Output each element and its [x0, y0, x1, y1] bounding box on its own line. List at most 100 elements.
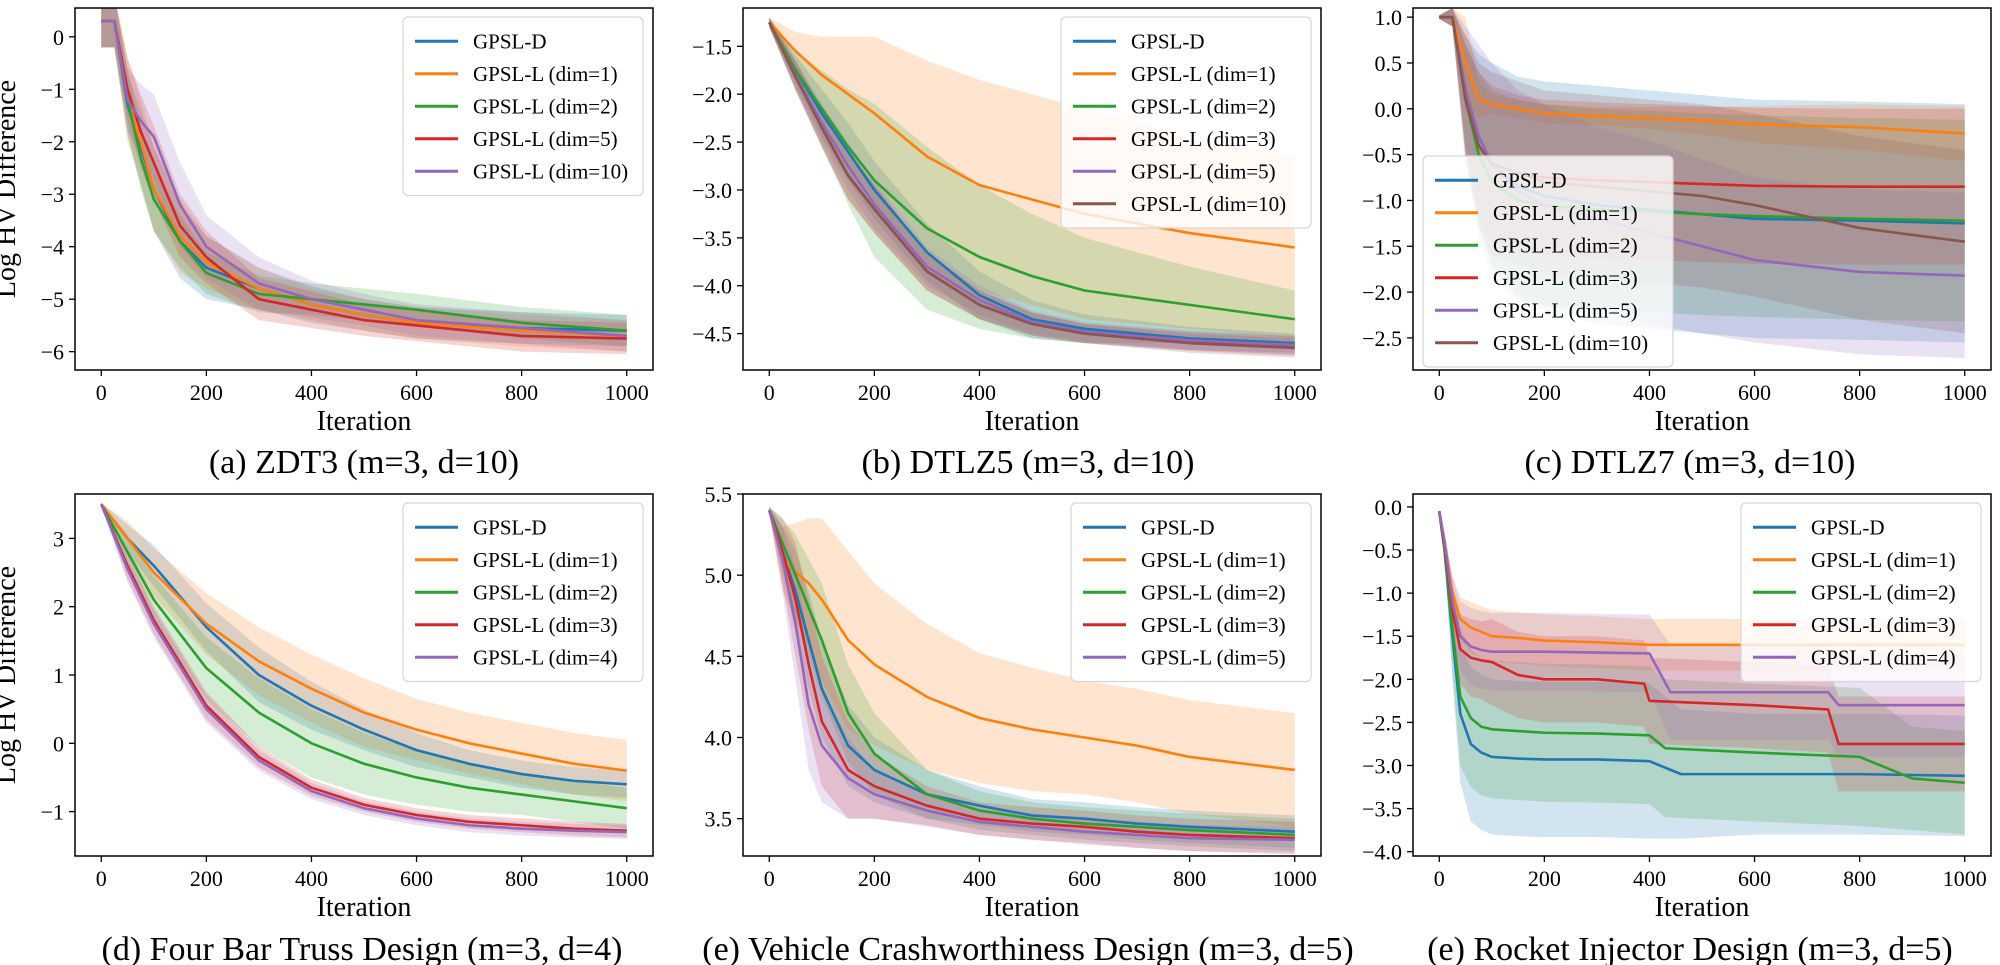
y-tick-label: −2.5 — [1362, 710, 1402, 735]
y-tick-label: 1 — [53, 663, 64, 688]
panel-caption: (e) Rocket Injector Design (m=3, d=5) — [1427, 931, 1953, 965]
y-tick-label: −4 — [41, 235, 64, 260]
series-line-0 — [1437, 511, 1965, 778]
series-line-4 — [101, 19, 627, 338]
legend-entry: GPSL-L (dim=1) — [473, 548, 618, 572]
x-tick-label: 1000 — [605, 866, 649, 891]
axes-frame — [742, 7, 1322, 371]
y-tick-label: −1.0 — [1362, 581, 1402, 606]
legend-entry: GPSL-D — [1131, 29, 1205, 53]
axes-frame — [742, 493, 1322, 857]
band-2 — [101, 8, 627, 347]
x-tick-label: 600 — [1738, 380, 1771, 405]
y-axis-label: Log HV Difference — [0, 566, 22, 784]
legend: GPSL-D GPSL-L (dim=1) GPSL-L (dim=2) GPSL-L… — [1422, 155, 1674, 368]
y-tick-label: −3.0 — [692, 178, 732, 203]
x-tick-label: 1000 — [605, 380, 649, 405]
x-tick-label: 600 — [400, 866, 433, 891]
x-tick-label: 600 — [1068, 866, 1101, 891]
y-tick-label: −3.5 — [692, 226, 732, 251]
y-tick-label: 2 — [53, 595, 64, 620]
y-tick-label: −3.5 — [1362, 797, 1402, 822]
x-tick-label: 600 — [1068, 380, 1101, 405]
series-line-2 — [768, 509, 1295, 837]
x-tick-label: 0 — [1434, 380, 1445, 405]
y-tick-label: −1 — [41, 800, 64, 825]
legend-entry: GPSL-L (dim=2) — [1141, 580, 1286, 604]
chart-rocket: 0 200 400 600 800 1000 0.0 −0.5 −1.0 −1.5 −2.0 −2.5… — [1362, 493, 1992, 965]
series-line-0 — [768, 509, 1295, 833]
legend-entry: GPSL-L (dim=5) — [473, 127, 618, 151]
y-tick-label: −2 — [41, 130, 64, 155]
legend-entry: GPSL-L (dim=2) — [1493, 233, 1638, 257]
legend-entry: GPSL-L (dim=3) — [1141, 613, 1286, 637]
series-line-3 — [101, 19, 627, 340]
series-line-1 — [768, 509, 1295, 772]
chart-fourbar: 0 200 400 600 800 1000 3 2 1 0 −1 Iteration Log HV D… — [0, 493, 654, 965]
y-tick-label: −1.0 — [1362, 188, 1402, 213]
y-tick-label: 1.0 — [1375, 5, 1403, 30]
y-tick-label: 3 — [53, 526, 64, 551]
band-5 — [769, 17, 1295, 358]
series-line-4 — [768, 21, 1295, 347]
x-tick-label: 800 — [1843, 866, 1876, 891]
panel-caption: (d) Four Bar Truss Design (m=3, d=4) — [102, 931, 623, 965]
legend-box — [1422, 155, 1674, 368]
x-tick-label: 200 — [1528, 866, 1561, 891]
panel-caption: (b) DTLZ5 (m=3, d=10) — [862, 444, 1195, 481]
band-4 — [1439, 509, 1965, 757]
band-0 — [101, 8, 627, 347]
panel-caption: (e) Vehicle Crashworthiness Design (m=3,… — [702, 931, 1353, 965]
y-tick-label: −0.5 — [1362, 538, 1402, 563]
band-3 — [101, 8, 627, 355]
band-2 — [769, 506, 1295, 852]
legend-box — [402, 502, 644, 683]
legend-entry: GPSL-L (dim=2) — [473, 94, 618, 118]
legend-entry: GPSL-L (dim=1) — [1131, 62, 1276, 86]
y-tick-label: 5.0 — [705, 563, 733, 588]
band-0 — [769, 17, 1295, 353]
legend-entry: GPSL-L (dim=4) — [1811, 645, 1956, 669]
series-line-1 — [100, 503, 627, 772]
y-tick-label: 5.5 — [705, 482, 733, 507]
chart-dtlz5: 0 200 400 600 800 1000 −1.5 −2.0 −2.5 −3.0 −3.5 −4.… — [692, 7, 1322, 481]
y-tick-label: −4.0 — [1362, 840, 1402, 865]
y-tick-label: −2.0 — [1362, 280, 1402, 305]
legend-entry: GPSL-L (dim=5) — [1141, 645, 1286, 669]
series-line-4 — [1437, 511, 1965, 707]
x-tick-label: 600 — [400, 380, 433, 405]
band-2 — [1439, 509, 1965, 835]
legend-box — [402, 16, 644, 197]
y-tick-label: −1.5 — [1362, 624, 1402, 649]
x-tick-label: 400 — [295, 866, 328, 891]
axes-frame — [74, 7, 654, 371]
axes-frame — [1412, 7, 1992, 371]
panel-caption: (c) DTLZ7 (m=3, d=10) — [1524, 444, 1855, 481]
series-line-3 — [768, 509, 1295, 840]
x-tick-label: 200 — [190, 380, 223, 405]
x-tick-label: 200 — [190, 866, 223, 891]
x-axis-label: Iteration — [985, 406, 1080, 437]
x-tick-label: 1000 — [1273, 380, 1317, 405]
y-tick-label: 0.0 — [1375, 97, 1403, 122]
legend: GPSL-D GPSL-L (dim=1) GPSL-L (dim=2) GPSL-L… — [402, 16, 644, 197]
legend-entry: GPSL-L (dim=2) — [1811, 580, 1956, 604]
series-line-0 — [100, 503, 627, 786]
y-tick-label: 0.5 — [1375, 51, 1403, 76]
x-tick-label: 400 — [295, 380, 328, 405]
legend-entry: GPSL-L (dim=10) — [473, 159, 628, 183]
plot-area — [101, 8, 627, 355]
x-tick-label: 800 — [1843, 380, 1876, 405]
axes-frame — [1412, 493, 1992, 857]
band-1 — [1439, 8, 1965, 162]
y-tick-label: −3.0 — [1362, 754, 1402, 779]
band-4 — [769, 17, 1295, 355]
band-1 — [769, 17, 1295, 339]
legend-box — [1740, 502, 1982, 683]
y-tick-label: −2.0 — [692, 82, 732, 107]
legend: GPSL-D GPSL-L (dim=1) GPSL-L (dim=2) GPSL-L… — [1060, 16, 1312, 229]
x-axis-label: Iteration — [1655, 406, 1750, 437]
legend-box — [1070, 502, 1312, 683]
x-tick-label: 800 — [505, 380, 538, 405]
